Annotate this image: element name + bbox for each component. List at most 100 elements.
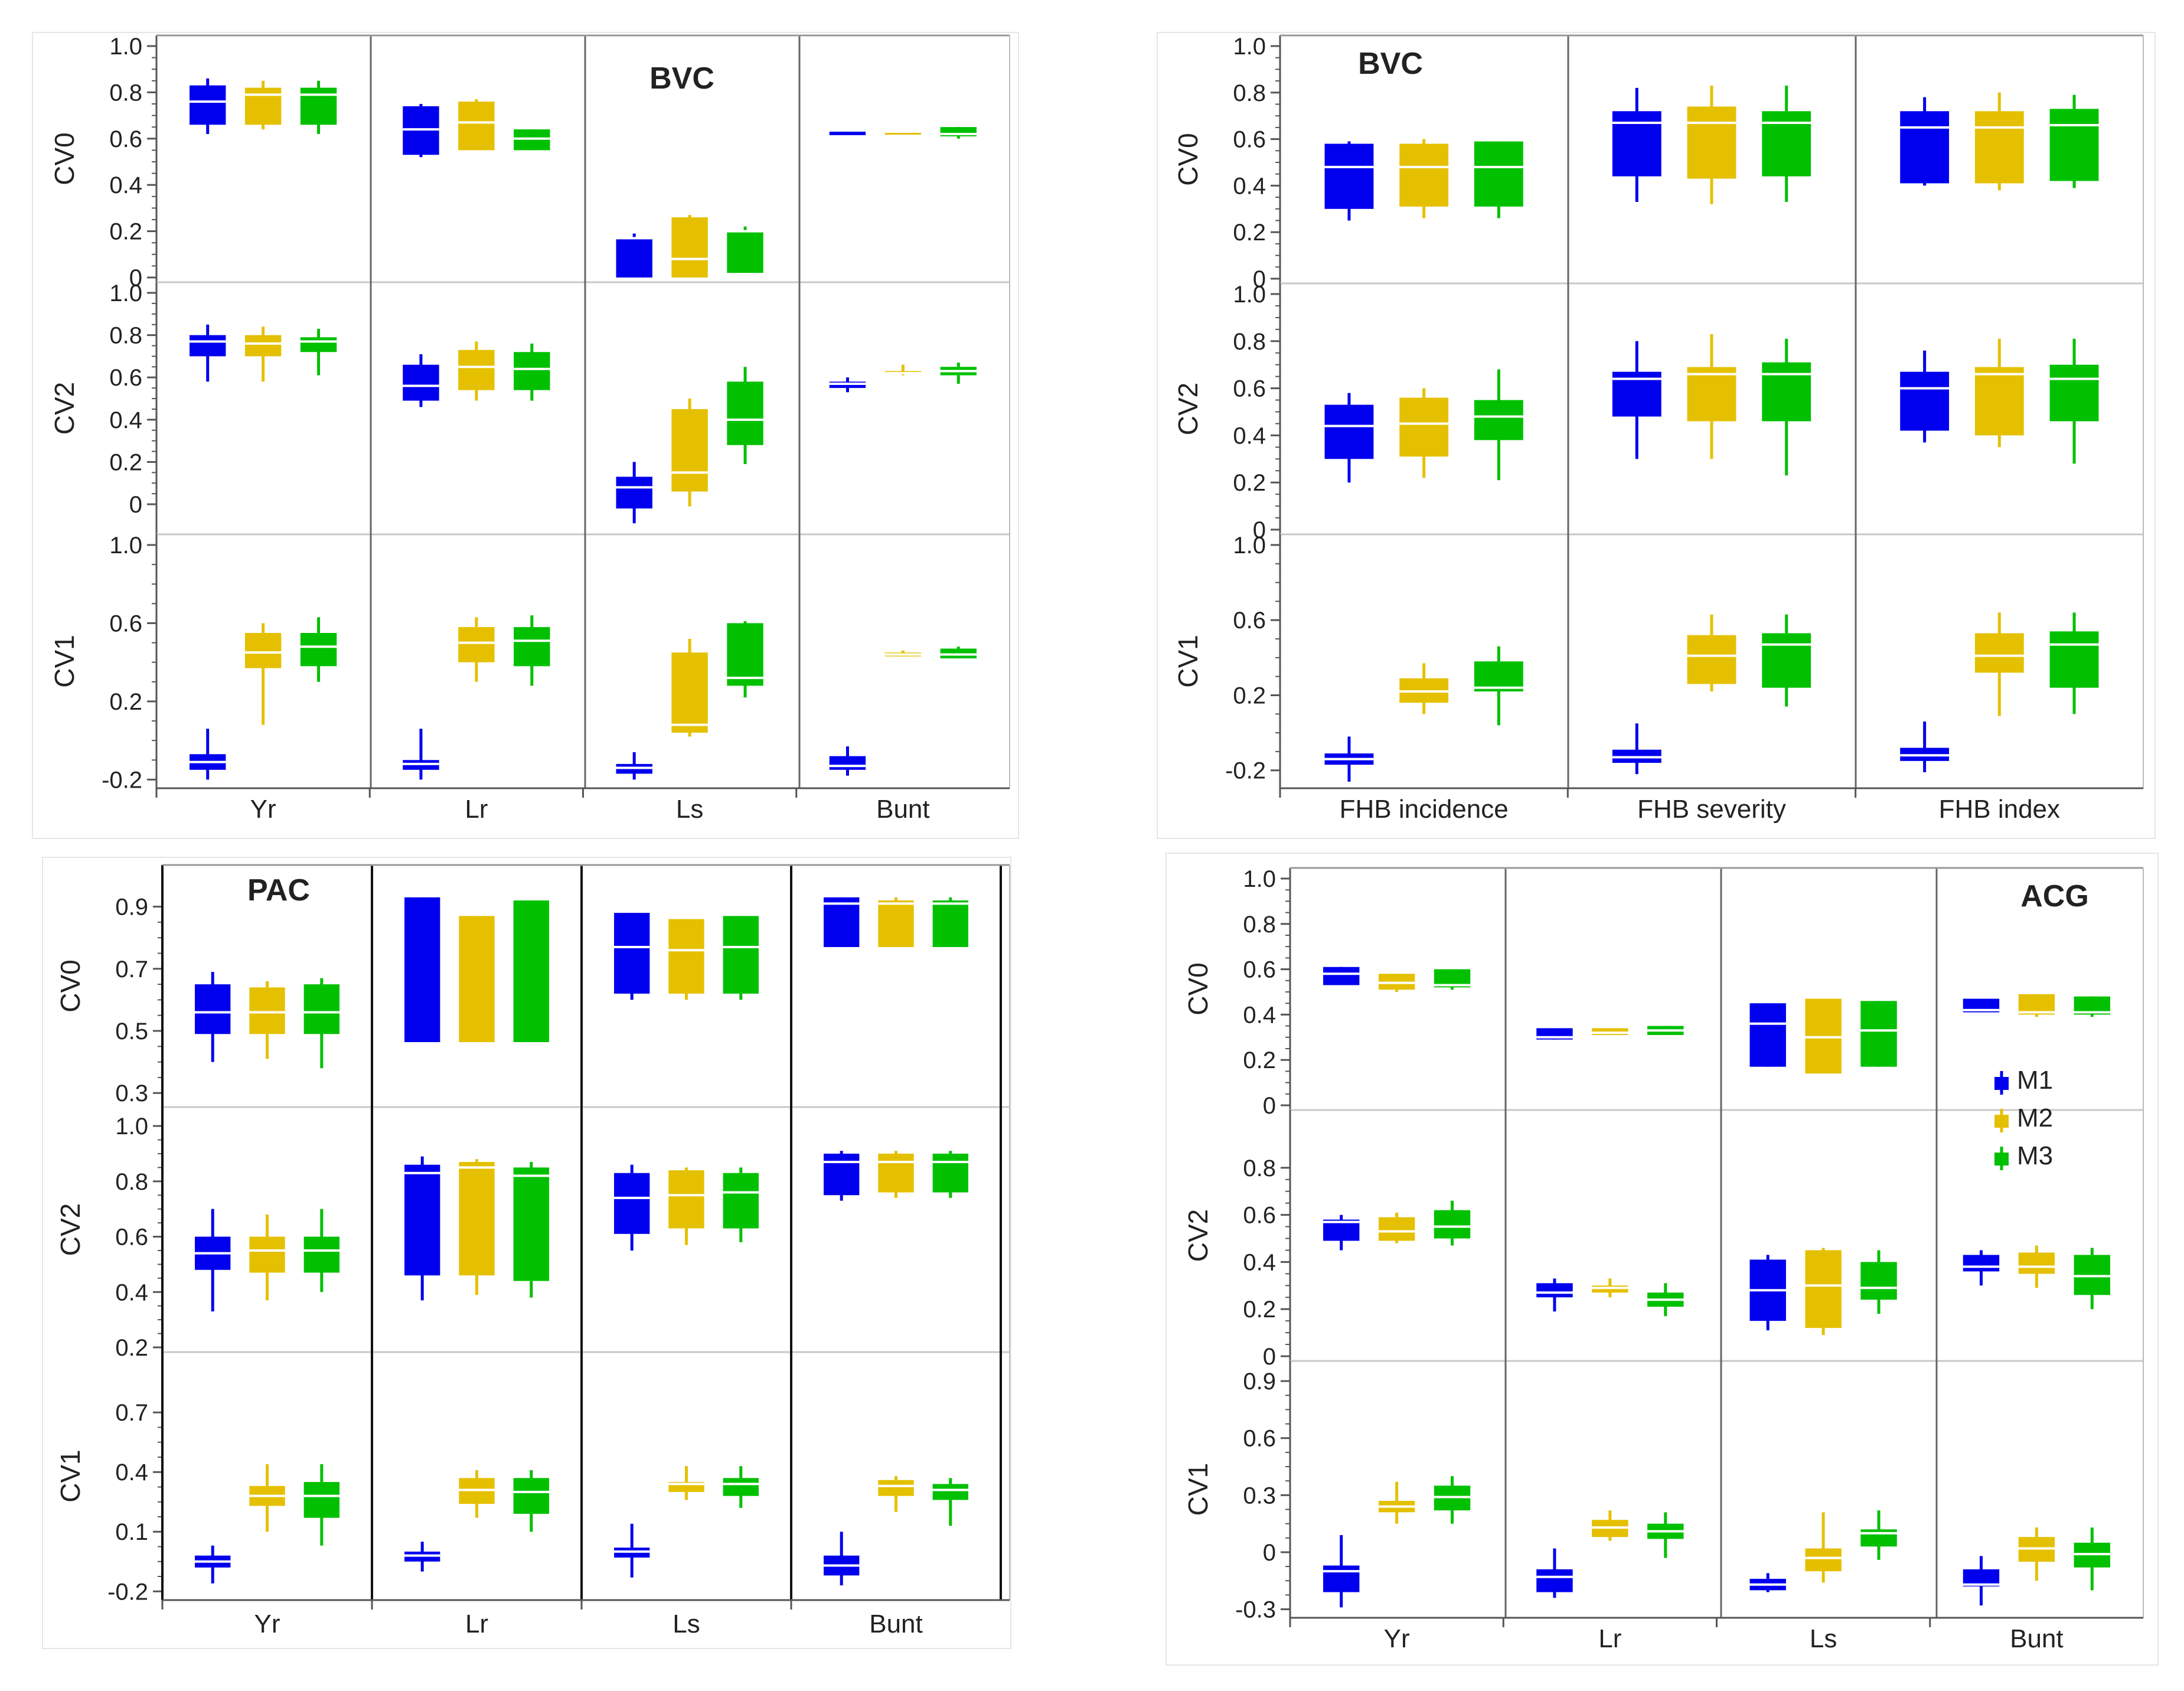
box-body bbox=[1687, 367, 1736, 422]
legend: M1 M2 M3 bbox=[1994, 1066, 2053, 1170]
box-body bbox=[1900, 371, 1950, 431]
row-cv2: 1.0 0.8 0.6 0.4 0.2 0 CV2 bbox=[49, 280, 1010, 534]
row-label-cv2: CV2 bbox=[49, 382, 80, 435]
box-m2 bbox=[668, 919, 704, 1000]
box-m1 bbox=[1900, 722, 1950, 772]
box-m2 bbox=[1592, 1278, 1628, 1298]
box-m1 bbox=[614, 1164, 650, 1251]
box-body bbox=[671, 652, 708, 733]
box-m2 bbox=[878, 897, 914, 947]
box-body bbox=[1974, 633, 2024, 673]
box-body bbox=[884, 132, 922, 135]
box-body bbox=[1474, 141, 1523, 207]
category-label: Lr bbox=[465, 1610, 488, 1638]
box-m1 bbox=[1900, 97, 1950, 186]
box-body bbox=[671, 409, 708, 492]
box-m1 bbox=[404, 1542, 440, 1572]
box-body bbox=[723, 916, 759, 994]
box-m3 bbox=[513, 1470, 549, 1532]
box-body bbox=[2049, 631, 2099, 688]
box-body bbox=[668, 1170, 704, 1229]
legend-label: M3 bbox=[2017, 1141, 2053, 1170]
y-tick-label: 0.8 bbox=[115, 1169, 148, 1195]
box-m2 bbox=[459, 1159, 495, 1295]
box-m3 bbox=[723, 1466, 759, 1508]
panel-title: PAC bbox=[247, 873, 310, 907]
category-label: FHB severity bbox=[1637, 795, 1786, 824]
category-label: Bunt bbox=[869, 1610, 923, 1638]
y-tick-label: 0.1 bbox=[115, 1519, 148, 1545]
box-m3 bbox=[2049, 338, 2099, 464]
y-tick-label: 0.8 bbox=[1243, 912, 1276, 938]
box-m2 bbox=[1805, 998, 1842, 1074]
box-m3 bbox=[303, 978, 339, 1069]
box-m1 bbox=[195, 1545, 231, 1584]
box-m1 bbox=[1612, 723, 1661, 775]
y-tick-label: 0.9 bbox=[115, 895, 148, 920]
box-m3 bbox=[513, 1161, 549, 1298]
box-m3 bbox=[300, 328, 337, 376]
box-body bbox=[1474, 661, 1523, 692]
y-tick-label: 1.0 bbox=[1233, 34, 1266, 60]
box-body bbox=[1974, 367, 2024, 436]
y-tick-label: 0.6 bbox=[109, 126, 142, 152]
box-body bbox=[1805, 1250, 1842, 1328]
box-m1 bbox=[1612, 87, 1661, 202]
box-body bbox=[189, 335, 226, 357]
box-body bbox=[303, 1482, 339, 1518]
y-tick-label: 0.4 bbox=[1233, 423, 1266, 449]
category-label: Yr bbox=[250, 795, 276, 824]
box-body bbox=[300, 337, 337, 352]
box-m3 bbox=[940, 363, 977, 384]
box-m1 bbox=[189, 324, 226, 382]
box-body bbox=[1612, 111, 1661, 177]
box-body bbox=[300, 87, 337, 125]
y-tick-label: 0 bbox=[1263, 1344, 1276, 1370]
box-m1 bbox=[614, 913, 650, 1000]
box-m3 bbox=[1474, 369, 1523, 481]
y-tick-label: 0 bbox=[1263, 1093, 1276, 1119]
box-body bbox=[1687, 635, 1736, 684]
box-m2 bbox=[1592, 1510, 1628, 1541]
box-body bbox=[459, 916, 495, 1044]
y-tick-label: 0.2 bbox=[1243, 1297, 1276, 1323]
box-m3 bbox=[2049, 94, 2099, 188]
row-cv1: 0.7 0.4 0.1 -0.2 CV1 bbox=[55, 1351, 1010, 1605]
box-body bbox=[513, 1478, 549, 1514]
box-body bbox=[195, 984, 231, 1034]
row-label-cv0: CV0 bbox=[49, 132, 80, 185]
y-tick-label: 0.8 bbox=[1233, 329, 1266, 355]
y-tick-label: 0 bbox=[129, 265, 142, 291]
box-m2 bbox=[458, 617, 495, 682]
y-tick-label: 0 bbox=[1263, 1540, 1276, 1566]
box-m3 bbox=[303, 1209, 339, 1292]
box-m2 bbox=[244, 80, 282, 130]
y-tick-label: -0.2 bbox=[102, 767, 142, 793]
box-m2 bbox=[244, 623, 282, 725]
row-label-cv2: CV2 bbox=[1183, 1209, 1213, 1262]
box-body bbox=[249, 1236, 285, 1273]
box-m2 bbox=[249, 1464, 285, 1532]
box-m2 bbox=[1687, 85, 1736, 204]
category-label: Bunt bbox=[2010, 1624, 2064, 1653]
box-body bbox=[932, 1153, 968, 1193]
box-m3 bbox=[932, 897, 968, 947]
box-body bbox=[458, 627, 495, 662]
box-body bbox=[932, 1484, 968, 1500]
box-body bbox=[1900, 111, 1950, 184]
box-m1 bbox=[1323, 1215, 1360, 1251]
box-body bbox=[614, 1173, 650, 1234]
box-body bbox=[1687, 106, 1736, 179]
legend-swatch bbox=[1994, 1115, 2009, 1128]
box-m1 bbox=[1963, 998, 2000, 1013]
row-cv0: 1.0 0.8 0.6 0.4 0.2 0 CV0 bbox=[1183, 866, 2111, 1119]
category-label: Yr bbox=[254, 1610, 280, 1638]
box-m3 bbox=[1647, 1512, 1684, 1558]
box-m2 bbox=[671, 638, 708, 737]
box-m3 bbox=[727, 621, 763, 698]
box-m2 bbox=[1974, 338, 2024, 448]
box-body bbox=[1762, 362, 1811, 422]
box-body bbox=[1434, 1210, 1471, 1239]
panel-bvc-diseases: 1.00.80.60.40.20CV01.00.80.60.40.20CV21.… bbox=[32, 32, 1019, 839]
panel-title: ACG bbox=[2020, 879, 2089, 913]
